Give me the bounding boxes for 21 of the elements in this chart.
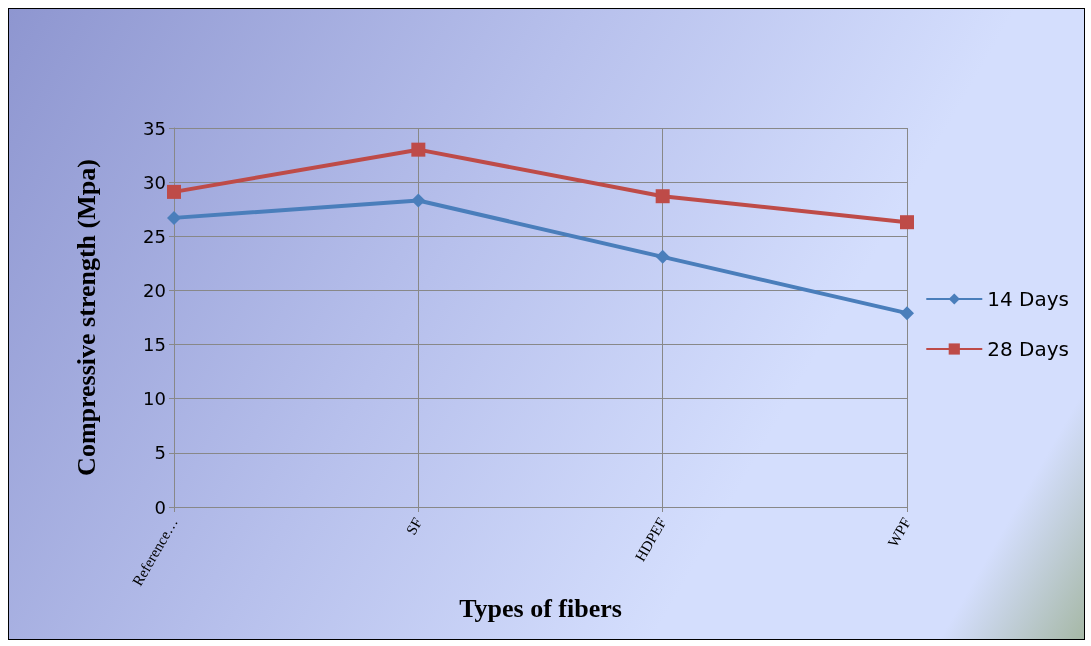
point bbox=[655, 189, 670, 204]
y-tick-label: 35 bbox=[143, 117, 166, 139]
y-tick-label: 15 bbox=[143, 334, 166, 356]
point bbox=[411, 142, 426, 157]
point bbox=[900, 215, 914, 230]
point bbox=[655, 249, 670, 264]
point bbox=[167, 184, 181, 199]
y-tick-label: 25 bbox=[143, 225, 166, 247]
legend-label: 14 Days bbox=[987, 287, 1069, 311]
x-axis-title: Types of fibers bbox=[459, 594, 622, 624]
point bbox=[167, 210, 181, 225]
legend-label: 28 Days bbox=[987, 337, 1069, 361]
y-tick-label: 20 bbox=[143, 279, 166, 301]
point bbox=[411, 193, 426, 208]
y-tick-label: 30 bbox=[143, 171, 166, 193]
point bbox=[900, 306, 914, 321]
x-tick-label: SF bbox=[403, 515, 426, 538]
y-tick-label: 5 bbox=[154, 442, 166, 464]
y-tick-label: 10 bbox=[143, 388, 166, 410]
y-axis-title: Compressive strength (Mpa) bbox=[71, 159, 101, 476]
y-tick-label: 0 bbox=[154, 496, 166, 518]
